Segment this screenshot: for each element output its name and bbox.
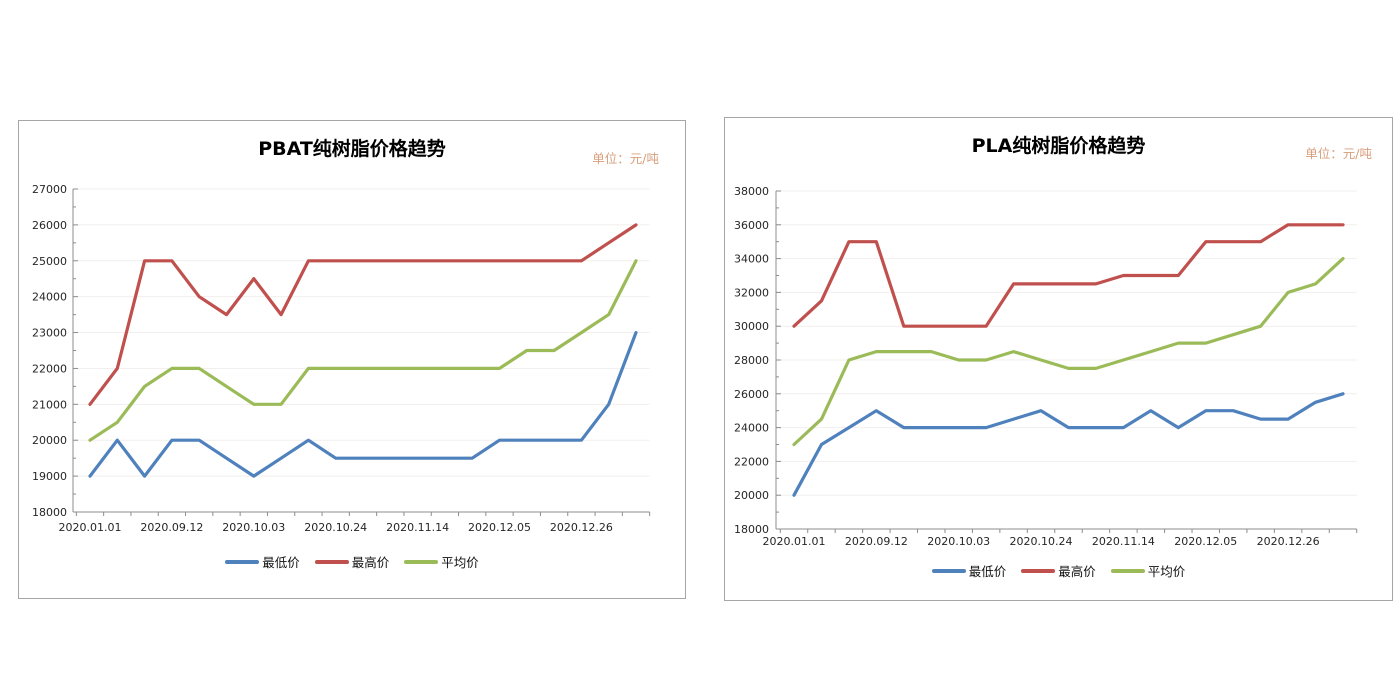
series-line-平均价 [792,257,1345,447]
y-axis-label: 18000 [32,506,67,519]
x-axis-label: 2020.12.05 [468,521,531,534]
y-axis-label: 18000 [734,523,769,536]
unit-label: 单位：元/吨 [1305,146,1372,161]
legend-label: 最低价 [262,555,300,570]
x-axis-label: 2020.10.03 [222,521,285,534]
unit-label: 单位：元/吨 [592,151,659,166]
y-axis-label: 30000 [734,320,769,333]
x-axis-label: 2020.10.24 [304,521,367,534]
series-line-最高价 [792,223,1345,328]
y-axis-label: 22000 [32,362,67,375]
y-axis-label: 23000 [32,327,67,340]
x-axis-label: 2020.09.12 [845,535,908,548]
legend-item-avg-price: 平均价 [1110,561,1186,580]
pbat-plot-area: 18000 19000 20000 21000 22000 23000 24000 25000… [32,183,651,534]
series-line-最高价 [88,223,638,406]
y-axis-label: 22000 [734,455,769,468]
pla-plot-area: 18000 20000 22000 24000 26000 28000 30000 32000… [734,185,1358,548]
legend-item-max-price: 最高价 [1021,561,1096,580]
series-line-最低价 [88,331,638,478]
y-axis-label: 26000 [32,219,67,232]
legend-item-min-price: 最低价 [931,561,1007,580]
x-axis-label: 2020.01.01 [763,535,826,548]
chart-title: PBAT纯树脂价格趋势 [258,138,446,160]
x-axis-label: 2020.09.12 [140,521,203,534]
y-axis-label: 19000 [32,470,67,483]
avg-price-line-swatch [404,559,439,564]
x-axis-label: 2020.10.03 [927,535,990,548]
y-axis-label: 20000 [32,434,67,447]
legend-item-max-price: 最高价 [314,552,390,571]
y-axis-label: 32000 [734,286,769,299]
pla-price-chart-panel: PLA纯树脂价格趋势 单位：元/吨 18000 20000 22000 24000 26… [724,117,1393,601]
y-axis-label: 21000 [32,398,67,411]
max-price-line-swatch [314,559,349,564]
y-axis-label: 24000 [734,422,769,435]
x-axis-label: 2020.10.24 [1010,535,1073,548]
y-axis-label: 34000 [734,253,769,266]
y-axis-label: 38000 [734,185,769,198]
legend-label: 最低价 [968,564,1007,579]
x-axis-label: 2020.12.26 [1257,535,1320,548]
series-line-平均价 [88,259,638,442]
legend: 最低价 最高价 平均价 [725,561,1392,580]
x-axis-label: 2020.11.14 [1092,535,1155,548]
x-axis-label: 2020.11.14 [386,521,449,534]
y-axis-label: 25000 [32,255,67,268]
legend-label: 平均价 [441,555,479,570]
x-axis-label: 2020.12.05 [1174,535,1237,548]
y-axis-label: 26000 [734,388,769,401]
legend-label: 最高价 [351,555,390,570]
min-price-line-swatch [931,568,966,573]
chart-title: PLA纯树脂价格趋势 [971,135,1146,157]
y-axis-label: 27000 [32,183,67,196]
legend-item-avg-price: 平均价 [404,552,479,571]
pbat-price-chart-panel: PBAT纯树脂价格趋势 单位：元/吨 18000 19000 20000 21000 2… [18,120,686,599]
legend-item-min-price: 最低价 [225,552,300,571]
max-price-line-swatch [1021,568,1056,573]
avg-price-line-swatch [1110,568,1145,573]
min-price-line-swatch [225,559,260,564]
y-axis-label: 24000 [32,291,67,304]
x-axis-label: 2020.01.01 [59,521,122,534]
legend: 最低价 最高价 平均价 [19,552,685,571]
y-axis-label: 36000 [734,219,769,232]
legend-label: 最高价 [1058,564,1096,579]
legend-label: 平均价 [1147,564,1186,579]
y-axis-label: 28000 [734,354,769,367]
x-axis-label: 2020.12.26 [550,521,613,534]
series-line-最低价 [792,392,1345,497]
y-axis-label: 20000 [734,489,769,502]
